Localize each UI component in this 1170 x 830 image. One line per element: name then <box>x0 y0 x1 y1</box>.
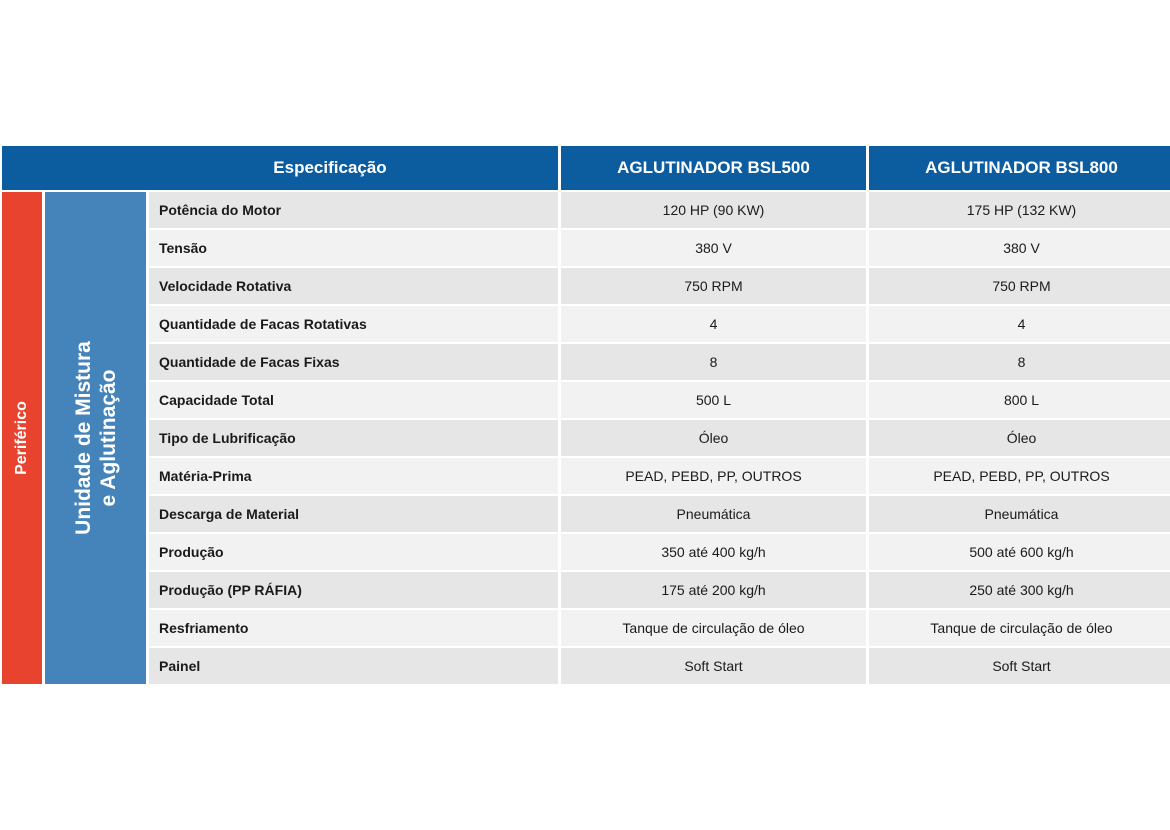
spec-label: Quantidade de Facas Fixas <box>149 344 558 380</box>
spec-value-bsl500: 175 até 200 kg/h <box>561 572 866 608</box>
header-model-bsl800: AGLUTINADOR BSL800 <box>869 146 1170 190</box>
spec-value-bsl800: Soft Start <box>869 648 1170 684</box>
spec-value-bsl800: Pneumática <box>869 496 1170 532</box>
spec-label: Descarga de Material <box>149 496 558 532</box>
spec-label: Potência do Motor <box>149 192 558 228</box>
spec-value-bsl800: Tanque de circulação de óleo <box>869 610 1170 646</box>
spec-label: Matéria-Prima <box>149 458 558 494</box>
spec-label: Capacidade Total <box>149 382 558 418</box>
spec-value-bsl800: 800 L <box>869 382 1170 418</box>
spec-label: Velocidade Rotativa <box>149 268 558 304</box>
spec-label: Tensão <box>149 230 558 266</box>
spec-value-bsl800: 8 <box>869 344 1170 380</box>
category-peripheral-label: Periférico <box>13 401 30 475</box>
spec-label: Produção (PP RÁFIA) <box>149 572 558 608</box>
spec-value-bsl500: Óleo <box>561 420 866 456</box>
category-mixing-unit-label: Unidade de Mistura e Aglutinação <box>71 341 121 535</box>
spec-value-bsl500: 120 HP (90 KW) <box>561 192 866 228</box>
spec-value-bsl800: 175 HP (132 KW) <box>869 192 1170 228</box>
spec-label: Produção <box>149 534 558 570</box>
spec-label: Quantidade de Facas Rotativas <box>149 306 558 342</box>
spec-value-bsl500: 500 L <box>561 382 866 418</box>
category-mixing-unit-line-1: Unidade de Mistura <box>71 341 95 535</box>
spec-value-bsl500: Tanque de circulação de óleo <box>561 610 866 646</box>
spec-table: Especificação AGLUTINADOR BSL500 AGLUTIN… <box>2 146 1170 684</box>
spec-value-bsl500: Soft Start <box>561 648 866 684</box>
spec-value-bsl800: 500 até 600 kg/h <box>869 534 1170 570</box>
spec-value-bsl800: 750 RPM <box>869 268 1170 304</box>
spec-value-bsl500: 380 V <box>561 230 866 266</box>
spec-value-bsl500: Pneumática <box>561 496 866 532</box>
spec-value-bsl800: 250 até 300 kg/h <box>869 572 1170 608</box>
category-mixing-unit: Unidade de Mistura e Aglutinação <box>45 192 146 684</box>
header-specification: Especificação <box>2 146 558 190</box>
spec-value-bsl800: Óleo <box>869 420 1170 456</box>
spec-value-bsl500: PEAD, PEBD, PP, OUTROS <box>561 458 866 494</box>
header-model-bsl500: AGLUTINADOR BSL500 <box>561 146 866 190</box>
spec-value-bsl800: 4 <box>869 306 1170 342</box>
category-mixing-unit-line-2: e Aglutinação <box>96 369 120 507</box>
spec-label: Painel <box>149 648 558 684</box>
spec-value-bsl500: 750 RPM <box>561 268 866 304</box>
spec-value-bsl500: 8 <box>561 344 866 380</box>
spec-value-bsl800: 380 V <box>869 230 1170 266</box>
spec-value-bsl500: 4 <box>561 306 866 342</box>
spec-label: Resfriamento <box>149 610 558 646</box>
spec-value-bsl800: PEAD, PEBD, PP, OUTROS <box>869 458 1170 494</box>
spec-value-bsl500: 350 até 400 kg/h <box>561 534 866 570</box>
category-peripheral: Periférico <box>2 192 42 684</box>
spec-label: Tipo de Lubrificação <box>149 420 558 456</box>
